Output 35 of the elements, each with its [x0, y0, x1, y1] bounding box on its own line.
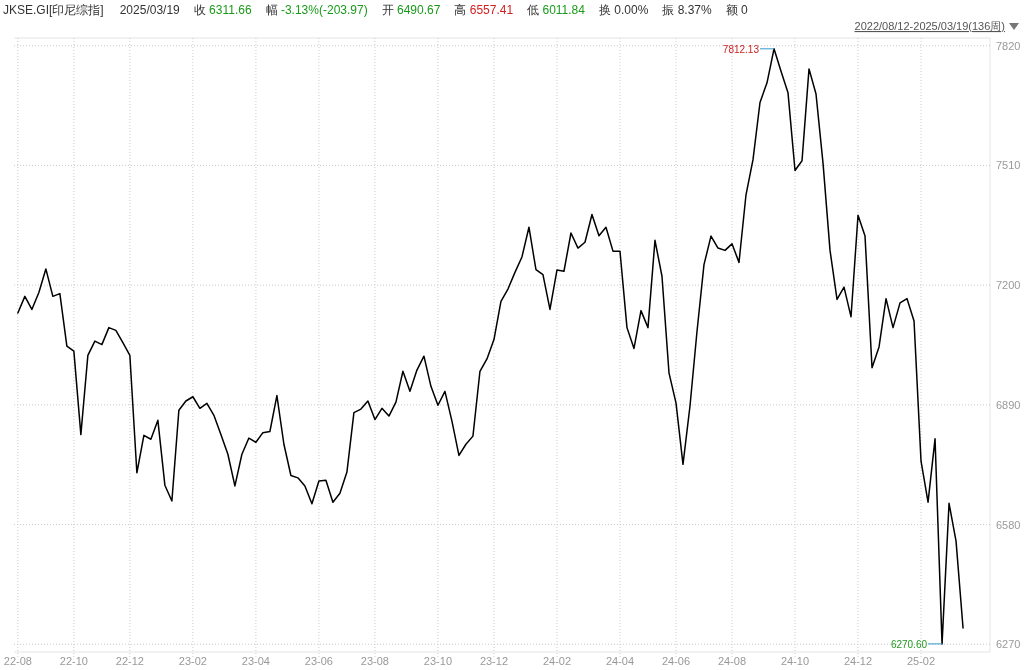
text: 额 0: [725, 3, 749, 17]
x-tick-label: 23-04: [241, 655, 270, 667]
chart-title: JKSE.GI[印尼综指]: [3, 3, 104, 17]
x-tick-label: 22-08: [3, 655, 32, 667]
x-tick-label: 23-02: [178, 655, 207, 667]
text: 收 6311.66: [193, 3, 252, 17]
x-tick-label: 23-10: [423, 655, 453, 667]
x-tick-label: 24-10: [780, 655, 810, 667]
y-tick-label: 7200: [996, 279, 1021, 292]
x-tick-label: 24-06: [661, 655, 691, 667]
x-tick-label: 23-06: [304, 655, 333, 667]
text: 幅 -3.13%(-203.97): [265, 3, 368, 17]
text: 高 6557.41: [454, 3, 514, 17]
x-tick-label: 22-12: [115, 655, 144, 667]
x-tick-label: 23-08: [360, 655, 389, 667]
y-tick-label: 7820: [996, 39, 1021, 52]
text: 换 0.00%: [598, 3, 649, 17]
text: 2025/03/19: [119, 3, 181, 17]
text: 低 6011.84: [527, 3, 586, 17]
y-tick-label: 7510: [996, 159, 1021, 172]
x-tick-label: 24-08: [717, 655, 747, 667]
annotation: 6270.60: [890, 638, 928, 650]
y-tick-label: 6580: [996, 518, 1021, 531]
y-tick-label: 6270: [996, 638, 1021, 651]
text: 振 8.37%: [662, 3, 713, 17]
y-tick-label: 6890: [996, 398, 1021, 411]
x-tick-label: 24-12: [843, 655, 873, 667]
text: 开 6490.67: [381, 3, 441, 17]
annotation: 7812.13: [722, 43, 760, 55]
x-tick-label: 22-10: [59, 655, 88, 667]
x-tick-label: 23-12: [479, 655, 509, 667]
x-tick-label: 24-02: [542, 655, 572, 667]
x-tick-label: 25-02: [906, 655, 936, 667]
text: 2022/08/12-2025/03/19(136周): [854, 20, 1005, 32]
x-tick-label: 24-04: [605, 655, 635, 667]
